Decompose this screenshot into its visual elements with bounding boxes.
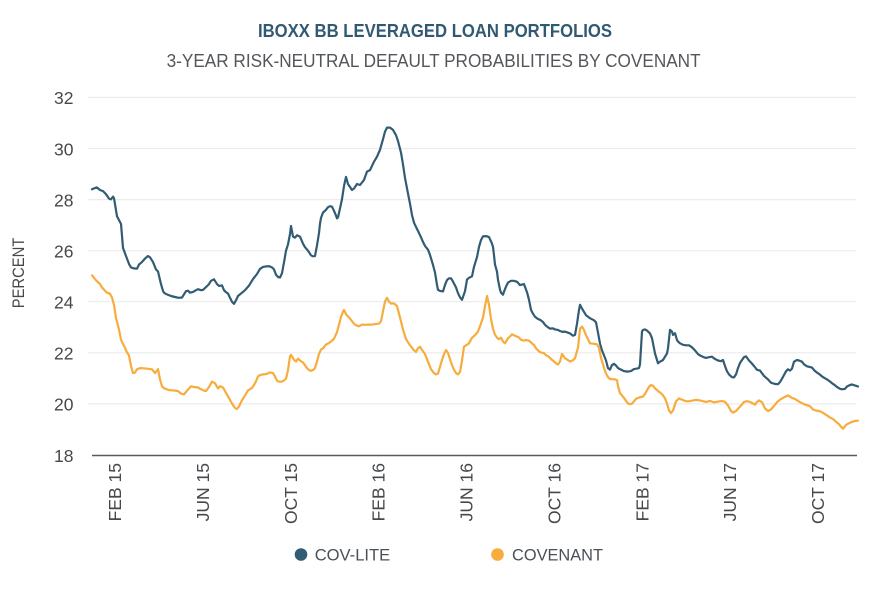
svg-text:24: 24 (54, 293, 74, 313)
svg-text:IBOXX BB LEVERAGED LOAN PORTFO: IBOXX BB LEVERAGED LOAN PORTFOLIOS (258, 20, 612, 41)
svg-text:OCT 16: OCT 16 (544, 463, 564, 524)
svg-text:COVENANT: COVENANT (512, 546, 603, 565)
svg-text:COV-LITE: COV-LITE (315, 546, 391, 565)
svg-text:18: 18 (54, 446, 73, 466)
svg-text:PERCENT: PERCENT (10, 238, 28, 309)
svg-text:JUN 16: JUN 16 (457, 463, 477, 521)
svg-text:28: 28 (54, 190, 73, 210)
svg-text:20: 20 (54, 395, 74, 415)
svg-text:FEB 16: FEB 16 (369, 463, 389, 521)
svg-text:30: 30 (54, 139, 74, 159)
svg-text:OCT 15: OCT 15 (281, 463, 301, 524)
svg-text:32: 32 (54, 88, 73, 108)
svg-text:JUN 15: JUN 15 (193, 463, 213, 521)
svg-text:FEB 17: FEB 17 (632, 463, 652, 521)
svg-text:JUN 17: JUN 17 (720, 463, 740, 521)
svg-text:26: 26 (54, 242, 73, 262)
svg-text:3-YEAR RISK-NEUTRAL DEFAULT PR: 3-YEAR RISK-NEUTRAL DEFAULT PROBABILITIE… (167, 50, 701, 71)
svg-text:FEB 15: FEB 15 (105, 463, 125, 521)
svg-text:OCT 17: OCT 17 (808, 463, 828, 524)
svg-text:22: 22 (54, 344, 73, 364)
